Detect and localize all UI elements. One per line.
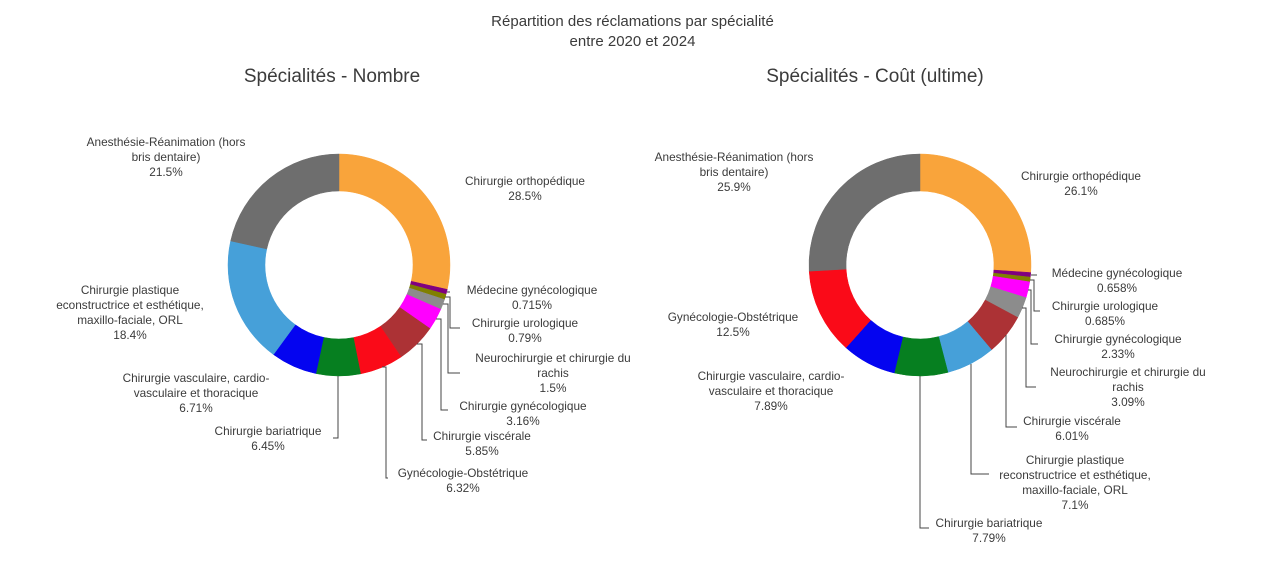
slice-label-text: Anesthésie-Réanimation (hors bris dentai… [86, 135, 246, 164]
slice-pct-text: 7.89% [754, 399, 788, 413]
leader-line-1-7 [919, 376, 929, 529]
slice-label-1-1: Médecine gynécologique 0.658% [1037, 266, 1197, 296]
slice-pct-text: 0.658% [1096, 281, 1137, 295]
slice-label-text: Chirurgie bariatrique [214, 424, 322, 438]
leader-line-0-2 [445, 296, 460, 329]
slice-label-text: Médecine gynécologique [1051, 266, 1183, 280]
slice-label-text: Chirurgie orthopédique [1020, 169, 1141, 183]
figure-title-line2: entre 2020 et 2024 [569, 33, 696, 50]
slice-pct-text: 1.5% [539, 381, 567, 395]
slice-label-0-1: Médecine gynécologique 0.715% [452, 283, 612, 313]
subplot-title-cout: Spécialités - Coût (ultime) [766, 66, 984, 87]
slice-label-0-5: Chirurgie viscérale 5.85% [427, 429, 537, 459]
slice-label-0-4: Chirurgie gynécologique 3.16% [448, 399, 598, 429]
leader-line-0-4 [436, 318, 448, 411]
slice-pct-text: 6.32% [446, 481, 480, 495]
slice-label-text: Chirurgie urologique [471, 316, 579, 330]
slice-label-text: Neurochirurgie et chirurgie du rachis [475, 351, 631, 380]
slice-label-0-3: Neurochirurgie et chirurgie du rachis 1.5… [461, 351, 646, 396]
slice-pct-text: 3.16% [506, 414, 540, 428]
slice-label-text: Chirurgie plastique reconstructrice et e… [999, 453, 1151, 497]
slice-label-0-10: Anesthésie-Réanimation (hors bris dentai… [80, 135, 252, 180]
slice-label-text: Neurochirurgie et chirurgie du rachis [1050, 365, 1206, 394]
leader-line-1-3 [1028, 289, 1038, 345]
slice-label-text: Médecine gynécologique [466, 283, 598, 297]
donut-slice-0-10[interactable] [230, 153, 340, 250]
slice-pct-text: 0.715% [511, 298, 552, 312]
slice-pct-text: 0.685% [1084, 314, 1125, 328]
slice-label-text: Chirurgie vasculaire, cardio-vasculaire … [122, 371, 270, 400]
slice-pct-text: 5.85% [465, 444, 499, 458]
slice-pct-text: 3.09% [1111, 395, 1145, 409]
slice-pct-text: 2.33% [1101, 347, 1135, 361]
slice-pct-text: 0.79% [508, 331, 542, 345]
slice-label-0-2: Chirurgie urologique 0.79% [460, 316, 590, 346]
leader-line-0-7 [333, 376, 339, 439]
slice-label-text: Anesthésie-Réanimation (hors bris dentai… [654, 150, 814, 179]
slice-label-1-2: Chirurgie urologique 0.685% [1040, 299, 1170, 329]
slice-label-text: Gynécologie-Obstétrique [667, 310, 799, 324]
leader-line-0-3 [443, 303, 460, 374]
slice-label-1-7: Chirurgie bariatrique 7.79% [919, 516, 1059, 546]
leader-line-1-6 [970, 364, 989, 475]
leader-line-1-4 [1022, 307, 1036, 388]
slice-label-1-8: Chirurgie vasculaire, cardio-vasculaire … [685, 369, 857, 414]
slice-label-text: Chirurgie urologique [1051, 299, 1159, 313]
donut-slice-1-10[interactable] [808, 153, 921, 272]
slice-pct-text: 26.1% [1064, 184, 1098, 198]
slice-pct-text: 12.5% [716, 325, 750, 339]
donut-slice-0-0[interactable] [338, 153, 451, 290]
leader-line-0-6 [382, 366, 388, 479]
slice-pct-text: 6.45% [251, 439, 285, 453]
slice-label-1-10: Anesthésie-Réanimation (hors bris dentai… [648, 150, 820, 195]
slice-label-text: Chirurgie orthopédique [464, 174, 585, 188]
leader-line-1-5 [1005, 335, 1017, 428]
slice-label-text: Chirurgie gynécologique [459, 399, 587, 413]
slice-label-text: Chirurgie viscérale [1023, 414, 1121, 428]
slice-label-1-5: Chirurgie viscérale 6.01% [1017, 414, 1127, 444]
slice-label-1-3: Chirurgie gynécologique 2.33% [1038, 332, 1198, 362]
slice-pct-text: 18.4% [113, 328, 147, 342]
subplot-title-nombre: Spécialités - Nombre [243, 66, 421, 87]
donut-slice-1-7[interactable] [893, 336, 949, 377]
slice-label-text: Gynécologie-Obstétrique [397, 466, 529, 480]
slice-pct-text: 7.1% [1061, 498, 1089, 512]
slice-pct-text: 21.5% [149, 165, 183, 179]
slice-label-0-7: Chirurgie bariatrique 6.45% [203, 424, 333, 454]
slice-label-0-0: Chirurgie orthopédique 28.5% [450, 174, 600, 204]
slice-pct-text: 7.79% [972, 531, 1006, 545]
slice-label-text: Chirurgie viscérale [433, 429, 531, 443]
figure-title: Répartition des réclamations par spécial… [0, 12, 1265, 52]
slice-label-1-9: Gynécologie-Obstétrique 12.5% [658, 310, 808, 340]
slice-label-text: Chirurgie plastique econstructrice et es… [56, 283, 204, 327]
slice-label-0-6: Gynécologie-Obstétrique 6.32% [388, 466, 538, 496]
donut-slice-0-9[interactable] [227, 240, 296, 355]
leader-line-0-5 [417, 343, 427, 441]
slice-pct-text: 6.71% [179, 401, 213, 415]
leader-line-1-2 [1030, 279, 1040, 312]
slice-pct-text: 28.5% [508, 189, 542, 203]
slice-pct-text: 6.01% [1055, 429, 1089, 443]
slice-label-1-6: Chirurgie plastique reconstructrice et e… [989, 453, 1161, 513]
slice-label-0-9: Chirurgie plastique econstructrice et es… [44, 283, 216, 343]
figure-title-line1: Répartition des réclamations par spécial… [491, 13, 774, 30]
slice-label-text: Chirurgie vasculaire, cardio-vasculaire … [697, 369, 845, 398]
slice-label-0-8: Chirurgie vasculaire, cardio-vasculaire … [110, 371, 282, 416]
slice-label-text: Chirurgie bariatrique [935, 516, 1043, 530]
slice-label-1-0: Chirurgie orthopédique 26.1% [1006, 169, 1156, 199]
slice-pct-text: 25.9% [717, 180, 751, 194]
slice-label-text: Chirurgie gynécologique [1054, 332, 1182, 346]
slice-label-1-4: Neurochirurgie et chirurgie du rachis 3.0… [1036, 365, 1221, 410]
